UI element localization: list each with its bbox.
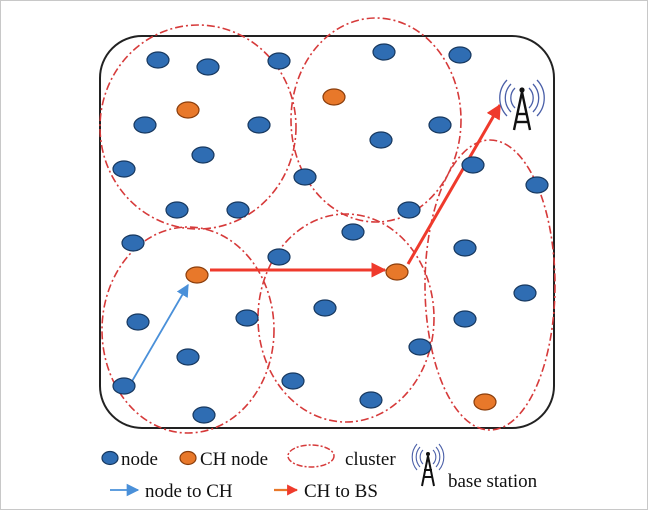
node	[513, 284, 537, 302]
node	[226, 201, 250, 219]
legend-ch-to-bs-label: CH to BS	[304, 481, 378, 502]
ch-to-bs-arrow	[406, 103, 502, 265]
node	[281, 372, 305, 390]
cluster	[290, 17, 462, 223]
node	[267, 52, 291, 70]
node	[313, 299, 337, 317]
node	[448, 46, 472, 64]
node-to-ch-arrow	[130, 283, 189, 384]
legend-base-station-label: base station	[448, 471, 538, 492]
legend-node-icon	[101, 450, 119, 466]
node	[267, 248, 291, 266]
node	[235, 309, 259, 327]
node	[369, 131, 393, 149]
legend-cluster-label: cluster	[345, 449, 396, 470]
node	[126, 313, 150, 331]
legend-node-label: node	[121, 449, 158, 470]
ch-to-bs-arrows	[210, 103, 502, 278]
node	[191, 146, 215, 164]
ch-node	[185, 266, 209, 284]
cluster	[99, 24, 297, 230]
node	[428, 116, 452, 134]
ch-node	[176, 101, 200, 119]
ch-node	[322, 88, 346, 106]
node	[192, 406, 216, 424]
node	[341, 223, 365, 241]
node	[112, 160, 136, 178]
node	[133, 116, 157, 134]
legend-cluster-icon	[287, 444, 335, 468]
cluster	[257, 213, 435, 423]
node	[359, 391, 383, 409]
node	[176, 348, 200, 366]
legend-ch-node-label: CH node	[200, 449, 268, 470]
node	[146, 51, 170, 69]
legend-node-to-ch-label: node to CH	[145, 481, 233, 502]
cluster	[101, 226, 275, 434]
node	[372, 43, 396, 61]
node	[165, 201, 189, 219]
node	[453, 310, 477, 328]
legend-base-station-icon	[411, 443, 445, 487]
nodes	[112, 43, 549, 424]
node	[121, 234, 145, 252]
cluster	[424, 139, 556, 431]
node	[453, 239, 477, 257]
node	[408, 338, 432, 356]
node	[397, 201, 421, 219]
legend: node CH node cluster base station node t…	[101, 443, 538, 502]
legend-ch-node-icon	[179, 450, 197, 466]
node	[247, 116, 271, 134]
clusters	[99, 17, 556, 434]
ch-node	[385, 263, 409, 281]
node	[461, 156, 485, 174]
node	[196, 58, 220, 76]
node	[525, 176, 549, 194]
ch-nodes	[176, 88, 497, 411]
node	[293, 168, 317, 186]
ch-node	[473, 393, 497, 411]
base-station-icon	[499, 79, 545, 131]
node	[112, 377, 136, 395]
